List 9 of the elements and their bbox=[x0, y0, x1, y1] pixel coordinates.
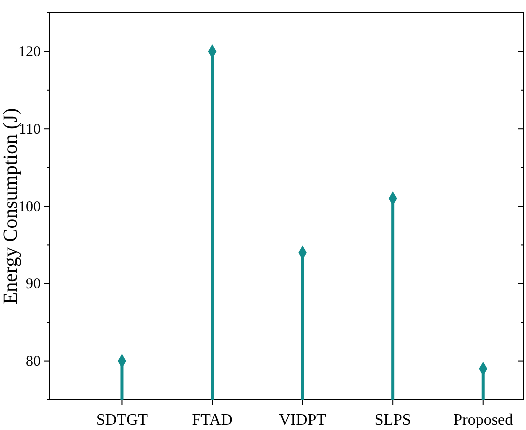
y-tick-label: 90 bbox=[26, 276, 41, 293]
y-tick-label: 120 bbox=[18, 44, 41, 60]
x-tick-label: FTAD bbox=[192, 412, 233, 429]
x-tick-label: VIDPT bbox=[279, 412, 327, 429]
y-tick-label: 110 bbox=[19, 122, 41, 138]
x-tick-label: SDTGT bbox=[96, 412, 148, 429]
y-tick-label: 80 bbox=[26, 354, 41, 370]
x-tick-label: SLPS bbox=[374, 412, 412, 429]
x-tick-label: Proposed bbox=[454, 412, 514, 429]
